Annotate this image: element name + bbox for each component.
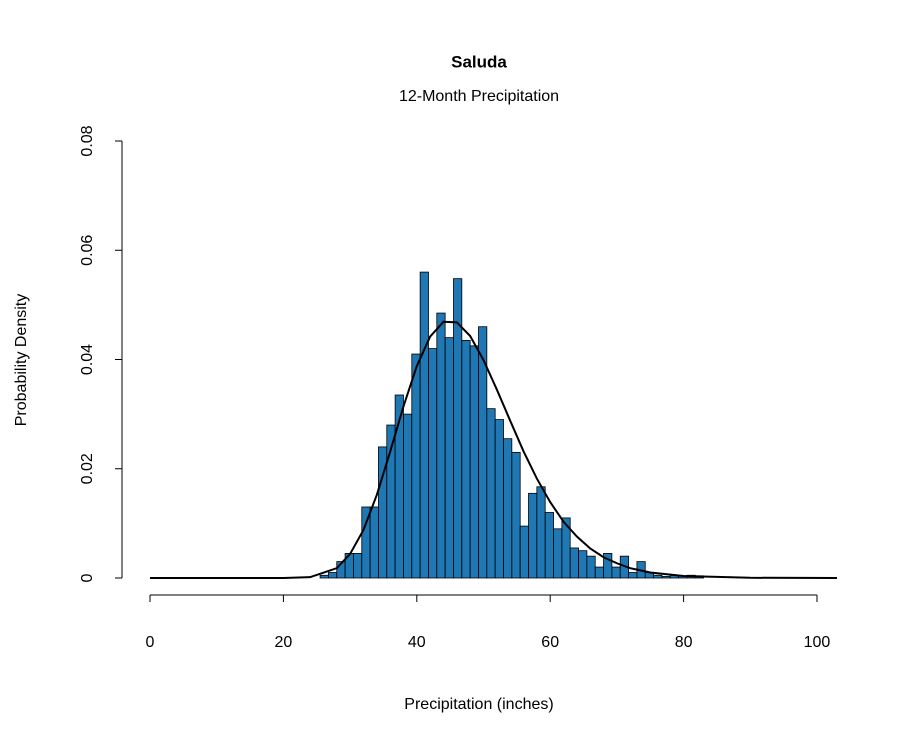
bar xyxy=(594,566,604,579)
x-tick-label: 20 xyxy=(275,634,293,651)
bar xyxy=(436,312,446,579)
bar xyxy=(444,337,454,579)
bar xyxy=(544,512,554,579)
bar xyxy=(661,575,671,579)
bar xyxy=(419,271,429,579)
bar xyxy=(411,353,421,579)
bar xyxy=(628,572,638,579)
bar xyxy=(578,550,588,579)
bar xyxy=(486,408,496,579)
bar xyxy=(511,451,521,579)
bar xyxy=(586,555,596,579)
y-tick-label: 0.06 xyxy=(79,235,96,266)
density-curve xyxy=(150,320,838,579)
bar xyxy=(428,348,438,579)
x-tick-label: 0 xyxy=(146,634,155,651)
bar xyxy=(536,486,546,579)
bar xyxy=(469,345,479,579)
bar xyxy=(503,438,513,579)
bar xyxy=(553,528,563,579)
bar xyxy=(319,574,329,579)
bar xyxy=(603,553,613,579)
y-axis-label: Probability Density xyxy=(13,294,30,427)
bar xyxy=(328,572,338,579)
bar xyxy=(461,339,471,579)
bar xyxy=(519,525,529,579)
y-tick-label: 0.08 xyxy=(79,125,96,156)
bar xyxy=(611,566,621,579)
bar xyxy=(569,547,579,579)
chart-subtitle: 12-Month Precipitation xyxy=(399,88,559,105)
x-tick-label: 60 xyxy=(541,634,559,651)
x-tick-label: 80 xyxy=(675,634,693,651)
bar xyxy=(353,553,363,579)
x-axis-label: Precipitation (inches) xyxy=(404,696,553,713)
bar xyxy=(494,419,504,579)
x-tick-label: 100 xyxy=(804,634,831,651)
y-tick-label: 0 xyxy=(79,573,96,582)
chart-title: Saluda xyxy=(451,52,507,71)
bar xyxy=(528,492,538,579)
y-tick-label: 0.04 xyxy=(79,344,96,375)
x-tick-label: 40 xyxy=(408,634,426,651)
bar xyxy=(653,574,663,579)
bar xyxy=(403,413,413,579)
y-tick-label: 0.02 xyxy=(79,453,96,484)
bar xyxy=(369,506,379,579)
